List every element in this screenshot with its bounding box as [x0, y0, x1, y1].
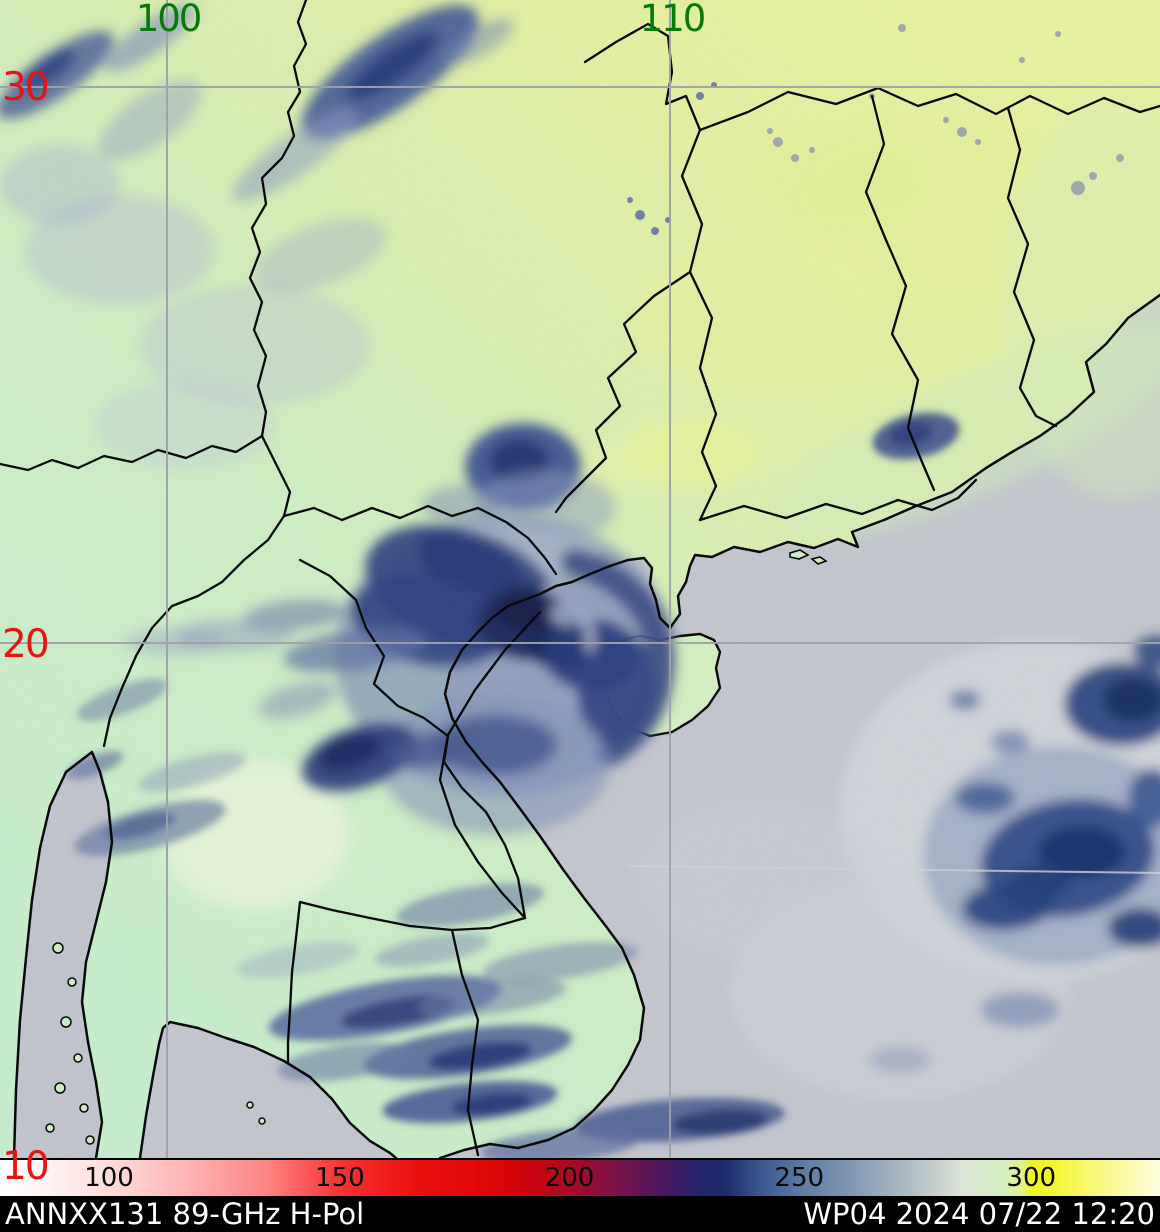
- lat-label-20: 20: [2, 622, 48, 667]
- lon-label-100: 100: [136, 0, 201, 40]
- colorbar-tick-100: 100: [84, 1163, 134, 1193]
- satellite-map: 100 110 30 20: [0, 0, 1160, 1158]
- storm-datetime-label: WP04 2024 07/22 12:20: [803, 1197, 1155, 1231]
- colorbar-tick-150: 150: [315, 1163, 365, 1193]
- sensor-noise-overlay: [0, 0, 1160, 1158]
- geo-labels: 100 110 30 20: [2, 0, 707, 667]
- lat-label-30: 30: [2, 65, 48, 110]
- satellite-map-canvas: 100 110 30 20: [0, 0, 1160, 1158]
- product-id-label: ANNXX131 89-GHz H-Pol: [5, 1197, 365, 1231]
- colorbar-tick-250: 250: [774, 1163, 825, 1193]
- lon-label-110: 110: [640, 0, 705, 40]
- lat-label-10: 10: [2, 1144, 50, 1189]
- product-footer-bar: ANNXX131 89-GHz H-Pol WP04 2024 07/22 12…: [0, 1196, 1160, 1232]
- colorbar-tick-200: 200: [544, 1163, 595, 1193]
- brightness-temp-colorbar: 100 150 200 250 300: [0, 1158, 1160, 1196]
- colorbar-tick-300: 300: [1006, 1163, 1057, 1193]
